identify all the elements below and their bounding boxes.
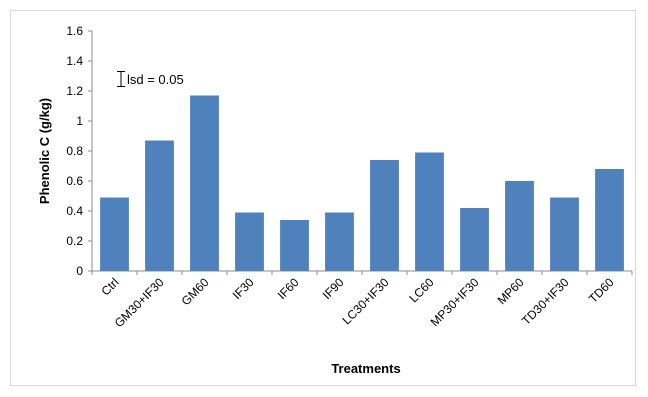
y-tick-label: 0 xyxy=(76,264,83,278)
y-tick-label: 1.4 xyxy=(66,54,83,68)
bar-GM30+IF30 xyxy=(145,140,174,271)
bar-Ctrl xyxy=(100,197,129,271)
bar-MP60 xyxy=(505,181,534,271)
x-tick-label: GM60 xyxy=(179,275,212,308)
bar-GM60 xyxy=(190,95,219,271)
bars xyxy=(100,95,624,271)
y-axis-title: Phenolic C (g/kg) xyxy=(37,98,52,204)
x-tick-label: LC60 xyxy=(406,275,436,305)
x-axis-title: Treatments xyxy=(331,361,400,376)
y-tick-label: 0.4 xyxy=(66,204,83,218)
bar-TD60 xyxy=(595,169,624,271)
x-tick-label: MP60 xyxy=(495,275,527,307)
y-axis: 0 0.2 0.4 0.6 0.8 1 1.2 1.4 1.6 xyxy=(66,24,93,278)
x-tick-label: TD60 xyxy=(586,275,617,306)
bar-IF60 xyxy=(280,220,309,271)
y-tick-label: 1.6 xyxy=(66,24,83,38)
x-tick-label: IF30 xyxy=(230,275,257,302)
y-tick-label: 1.2 xyxy=(66,84,83,98)
x-tick-label: TD30+IF30 xyxy=(519,275,572,328)
lsd-label: lsd = 0.05 xyxy=(127,72,184,87)
x-tick-label: GM30+IF30 xyxy=(112,275,167,330)
bar-LC60 xyxy=(415,152,444,271)
x-tick-label: IF90 xyxy=(320,275,347,302)
lsd-annotation: lsd = 0.05 xyxy=(117,71,184,87)
bar-TD30+IF30 xyxy=(550,197,579,271)
bar-MP30+IF30 xyxy=(460,208,489,271)
y-tick-label: 0.2 xyxy=(66,234,83,248)
bar-IF30 xyxy=(235,212,264,271)
x-tick-label: Ctrl xyxy=(99,275,122,298)
y-tick-label: 0.6 xyxy=(66,174,83,188)
y-tick-label: 0.8 xyxy=(66,144,83,158)
x-tick-label: IF60 xyxy=(275,275,302,302)
bar-IF90 xyxy=(325,212,354,271)
x-tick-label: LC30+IF30 xyxy=(339,275,391,327)
bar-LC30+IF30 xyxy=(370,160,399,271)
x-tick-label: MP30+IF30 xyxy=(428,275,482,329)
y-tick-label: 1 xyxy=(76,114,83,128)
